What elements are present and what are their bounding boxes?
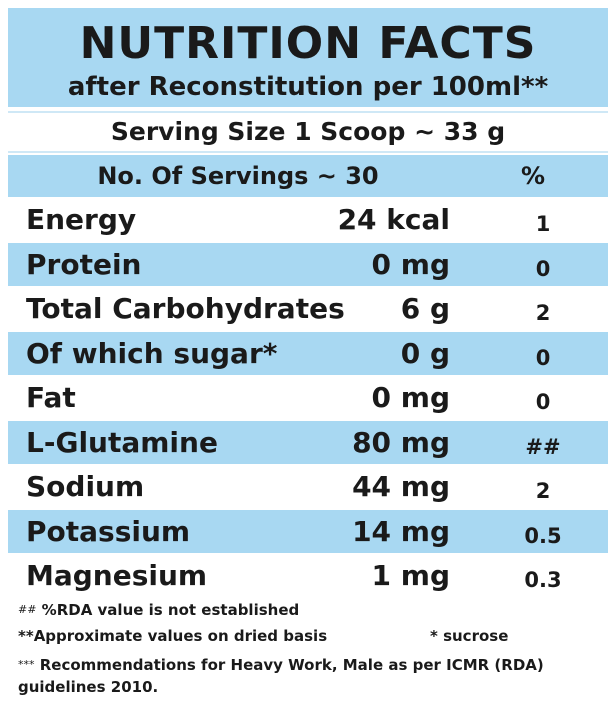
nutrient-name: Of which sugar* [26, 336, 278, 370]
nutrient-table: Energy 24 kcal 1 Protein 0 mg 0 Total Ca… [8, 198, 608, 599]
table-row: Potassium 14 mg 0.5 [8, 509, 608, 554]
page-title: NUTRITION FACTS [79, 18, 537, 69]
table-row: Protein 0 mg 0 [8, 242, 608, 287]
table-row: Magnesium 1 mg 0.3 [8, 554, 608, 599]
nutrient-amount: 0 g [400, 336, 450, 370]
nutrient-amount: 0 mg [371, 247, 450, 281]
nutrient-rda: 0 [535, 345, 551, 370]
table-row: Energy 24 kcal 1 [8, 198, 608, 243]
table-row: Fat 0 mg 0 [8, 376, 608, 421]
servings-row: No. Of Servings ~ 30 % RDA*** [8, 155, 608, 232]
nutrient-name: Magnesium [26, 559, 208, 592]
servings-count: No. Of Servings ~ 30 [97, 162, 379, 190]
serving-size: Serving Size 1 Scoop ~ 33 g [8, 111, 608, 153]
nutrient-rda: 1 [535, 212, 551, 236]
nutrient-amount: 80 mg [352, 425, 450, 459]
nutrient-amount: 1 mg [371, 559, 450, 592]
table-row: Sodium 44 mg 2 [8, 465, 608, 510]
subtitle: after Reconstitution per 100ml** [67, 72, 549, 102]
table-row: Of which sugar* 0 g 0 [8, 331, 608, 376]
footnote-recommendations: *** Recommendations for Heavy Work, Male… [18, 654, 588, 698]
nutrient-name: Total Carbohydrates [26, 292, 345, 325]
nutrient-name: L-Glutamine [26, 425, 218, 459]
footnote-text: Recommendations for Heavy Work, Male as … [18, 656, 544, 696]
nutrient-rda: 0.3 [524, 568, 562, 592]
table-row: L-Glutamine 80 mg ## [8, 420, 608, 465]
footnote-mark: ## [18, 603, 37, 616]
nutrient-rda: 0 [535, 256, 551, 281]
footnote-mark: *** [18, 658, 35, 671]
nutrient-amount: 14 mg [352, 514, 450, 548]
footnote-rda-not-established: ## %RDA value is not established [18, 600, 299, 620]
table-row: Total Carbohydrates 6 g 2 [8, 287, 608, 332]
nutrient-name: Potassium [26, 514, 191, 548]
nutrient-amount: 6 g [400, 292, 450, 325]
nutrient-name: Fat [26, 381, 76, 414]
nutrient-rda: 2 [535, 301, 551, 325]
nutrient-amount: 0 mg [371, 381, 450, 414]
nutrient-amount: 44 mg [352, 470, 450, 503]
nutrient-amount: 24 kcal [337, 203, 450, 236]
nutrient-rda: 2 [535, 479, 551, 503]
header-band: NUTRITION FACTS after Reconstitution per… [8, 8, 608, 109]
footnote-text: %RDA value is not established [36, 601, 300, 619]
nutrient-name: Protein [26, 247, 142, 281]
footnote-sucrose: * sucrose [430, 627, 509, 645]
nutrient-name: Energy [26, 203, 137, 236]
nutrient-name: Sodium [26, 470, 145, 503]
footnote-approximate: **Approximate values on dried basis [18, 627, 328, 645]
nutrient-rda: 0 [535, 390, 551, 414]
nutrient-rda: ## [525, 434, 561, 459]
nutrient-rda: 0.5 [524, 523, 562, 548]
